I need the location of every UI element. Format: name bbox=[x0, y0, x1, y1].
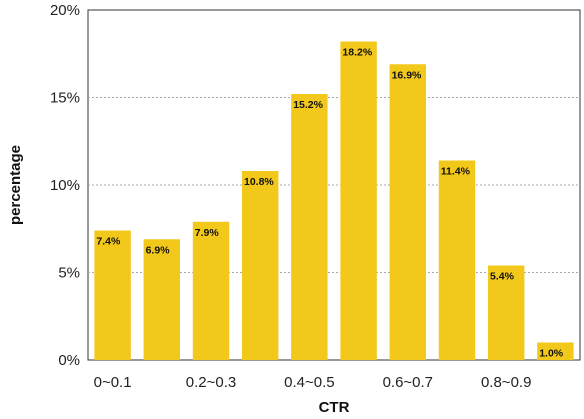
y-axis-title: percentage bbox=[7, 145, 24, 225]
bar bbox=[143, 239, 181, 360]
x-axis-title: CTR bbox=[319, 399, 350, 416]
y-tick-label: 0% bbox=[58, 352, 80, 369]
x-axis-ticks: 0~0.1 0.2~0.3 0.4~0.5 0.6~0.7 0.8~0.9 bbox=[94, 374, 532, 391]
bar bbox=[537, 342, 574, 360]
bar bbox=[94, 230, 131, 360]
bar-data-label: 7.4% bbox=[96, 236, 121, 248]
bars: 7.4% 6.9% 7.9% 10.8% 15.2% 18.2% 16.9% 11.4% 5.4… bbox=[94, 41, 574, 360]
bar-data-label: 10.8% bbox=[244, 176, 274, 188]
y-tick-label: 5% bbox=[58, 265, 80, 282]
x-tick-label: 0.4~0.5 bbox=[284, 374, 334, 391]
bar bbox=[241, 171, 279, 360]
bar-data-label: 15.2% bbox=[293, 99, 323, 111]
bar bbox=[487, 265, 525, 360]
bar bbox=[438, 160, 476, 360]
x-tick-label: 0.2~0.3 bbox=[186, 374, 236, 391]
bar-data-label: 1.0% bbox=[539, 348, 564, 360]
bar-data-label: 6.9% bbox=[146, 244, 171, 256]
x-tick-label: 0~0.1 bbox=[94, 374, 132, 391]
bar-data-label: 16.9% bbox=[392, 69, 422, 81]
x-tick-label: 0.8~0.9 bbox=[481, 374, 531, 391]
bar bbox=[389, 64, 427, 360]
bar-data-label: 7.9% bbox=[195, 227, 220, 239]
bar bbox=[291, 94, 328, 360]
x-tick-label: 0.6~0.7 bbox=[383, 374, 433, 391]
bar bbox=[340, 41, 377, 360]
bar-data-label: 5.4% bbox=[490, 271, 515, 283]
y-tick-label: 20% bbox=[50, 2, 80, 19]
y-axis-ticks: 0% 5% 10% 15% 20% bbox=[50, 2, 80, 369]
bar-data-label: 11.4% bbox=[441, 166, 471, 178]
bar bbox=[192, 221, 230, 360]
bar-data-label: 18.2% bbox=[342, 47, 372, 59]
y-tick-label: 15% bbox=[50, 90, 80, 107]
y-tick-label: 10% bbox=[50, 177, 80, 194]
